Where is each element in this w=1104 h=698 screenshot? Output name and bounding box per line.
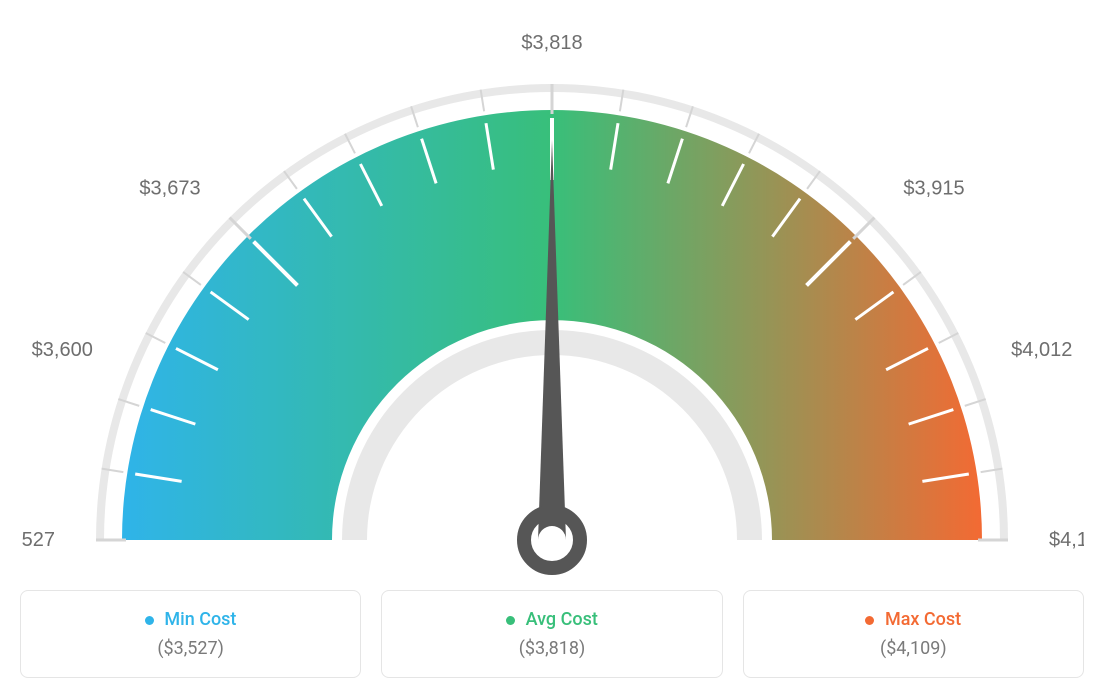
legend-row: Min Cost ($3,527) Avg Cost ($3,818) Max … [20,590,1084,678]
legend-min-title: Min Cost [31,609,350,630]
legend-min-card: Min Cost ($3,527) [20,590,361,678]
cost-gauge-container: $3,527 $3,600 $3,673 $3,818 $3,915 $4,012 $4,1… [20,20,1084,678]
legend-avg-title: Avg Cost [392,609,711,630]
legend-avg-label: Avg Cost [526,609,598,630]
legend-min-value: ($3,527) [31,638,350,659]
svg-text:$4,109: $4,109 [1049,529,1084,551]
legend-max-card: Max Cost ($4,109) [743,590,1084,678]
svg-text:$4,012: $4,012 [1011,339,1072,361]
svg-text:$3,818: $3,818 [521,32,582,54]
svg-text:$3,915: $3,915 [903,178,964,200]
gauge-chart: $3,527 $3,600 $3,673 $3,818 $3,915 $4,012 $4,1… [20,20,1084,580]
legend-avg-value: ($3,818) [392,638,711,659]
dot-min [145,616,154,625]
legend-avg-card: Avg Cost ($3,818) [381,590,722,678]
dot-avg [506,616,515,625]
legend-max-title: Max Cost [754,609,1073,630]
legend-max-value: ($4,109) [754,638,1073,659]
legend-min-label: Min Cost [164,609,236,630]
svg-text:$3,600: $3,600 [32,339,93,361]
legend-max-label: Max Cost [885,609,961,630]
dot-max [865,616,874,625]
svg-text:$3,527: $3,527 [20,529,55,551]
svg-text:$3,673: $3,673 [139,178,200,200]
